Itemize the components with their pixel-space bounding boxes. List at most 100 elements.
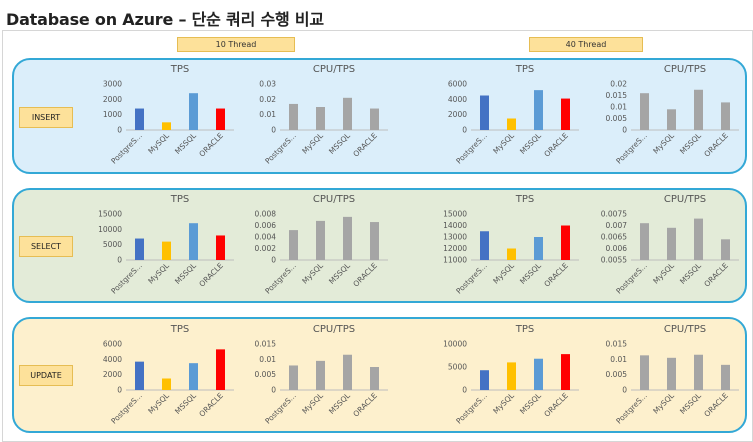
bar <box>370 108 379 130</box>
y-tick-label: 0.006 <box>255 221 277 230</box>
y-tick-label: 4000 <box>103 355 122 364</box>
y-tick-label: 0 <box>462 126 467 135</box>
chart-update-40-cputps: CPU/TPS 0 0.005 0.01 0.015 PostgreS... MySQL MS… <box>606 324 739 426</box>
bar <box>480 95 489 130</box>
x-tick-label: MySQL <box>146 260 171 285</box>
x-tick-label: ORACLE <box>702 391 730 419</box>
bar <box>216 235 225 260</box>
chart-insert-10-tps: TPS 0 1000 2000 3000 PostgreS... MySQL MSSQL ORA… <box>103 64 234 166</box>
x-tick-label: ORACLE <box>542 261 570 289</box>
y-tick-label: 14000 <box>443 221 467 230</box>
y-tick-label: 0.006 <box>606 244 628 253</box>
y-tick-label: 6000 <box>103 340 122 349</box>
y-tick-label: 0.002 <box>255 244 277 253</box>
y-tick-label: 0 <box>117 386 122 395</box>
x-tick-label: PostgreS... <box>454 391 489 426</box>
y-tick-label: 0.03 <box>259 80 276 89</box>
x-tick-label: MSSQL <box>173 260 198 285</box>
chart-title: CPU/TPS <box>664 194 706 205</box>
x-tick-label: MSSQL <box>327 390 352 415</box>
bar <box>370 222 379 260</box>
bar <box>135 238 144 260</box>
x-tick-label: ORACLE <box>702 261 730 289</box>
y-tick-label: 0.0065 <box>601 233 627 242</box>
x-tick-label: ORACLE <box>542 391 570 419</box>
bar <box>694 218 703 260</box>
row-label-insert: INSERT <box>19 107 73 128</box>
chart-title: CPU/TPS <box>313 324 355 335</box>
bar <box>640 223 649 260</box>
y-tick-label: 0 <box>271 126 276 135</box>
x-tick-label: ORACLE <box>351 131 379 159</box>
bar <box>640 93 649 130</box>
y-tick-label: 0.015 <box>606 340 628 349</box>
y-tick-label: 0.005 <box>606 370 628 379</box>
bar <box>189 93 198 130</box>
y-tick-label: 0.004 <box>255 233 277 242</box>
bar <box>162 378 171 390</box>
y-tick-label: 2000 <box>103 370 122 379</box>
x-tick-label: MySQL <box>491 390 516 415</box>
y-tick-label: 4000 <box>448 95 467 104</box>
panel-update <box>12 317 747 433</box>
x-tick-label: PostgreS... <box>454 261 489 296</box>
chart-title: CPU/TPS <box>664 64 706 75</box>
y-tick-label: 0 <box>622 386 627 395</box>
chart-select-40-cputps: CPU/TPS 0.0055 0.006 0.0065 0.007 0.0075 Postg… <box>601 194 739 296</box>
x-tick-label: MySQL <box>491 130 516 155</box>
chart-title: TPS <box>170 194 190 205</box>
bar <box>561 354 570 390</box>
y-tick-label: 0.02 <box>610 80 627 89</box>
chart-title: TPS <box>515 324 535 335</box>
y-tick-label: 0.015 <box>606 91 628 100</box>
bar <box>343 354 352 390</box>
bar <box>507 248 516 260</box>
chart-title: TPS <box>515 64 535 75</box>
x-tick-label: MSSQL <box>327 260 352 285</box>
bar <box>135 361 144 390</box>
panel-select <box>12 188 747 303</box>
bar <box>721 102 730 130</box>
bar <box>640 355 649 390</box>
bar <box>189 363 198 390</box>
bar <box>561 98 570 130</box>
chart-insert-40-cputps: CPU/TPS 0 0.005 0.01 0.015 0.02 PostgreS... MyS… <box>606 64 739 166</box>
x-tick-label: MySQL <box>300 130 325 155</box>
bar <box>316 360 325 390</box>
bar <box>162 241 171 260</box>
bar <box>534 358 543 390</box>
y-tick-label: 0 <box>271 256 276 265</box>
y-tick-label: 10000 <box>443 340 467 349</box>
x-tick-label: ORACLE <box>351 261 379 289</box>
y-tick-label: 2000 <box>448 110 467 119</box>
thread-label-10: 10 Thread <box>177 37 295 52</box>
y-tick-label: 5000 <box>103 240 122 249</box>
bar <box>343 216 352 260</box>
y-tick-label: 13000 <box>443 233 467 242</box>
x-tick-label: MySQL <box>491 260 516 285</box>
bar <box>534 237 543 260</box>
bar <box>561 225 570 260</box>
panel-insert <box>12 58 747 174</box>
x-tick-label: PostgreS... <box>454 131 489 166</box>
x-tick-label: MSSQL <box>518 130 543 155</box>
bar <box>216 349 225 390</box>
y-tick-label: 0.01 <box>259 355 276 364</box>
y-tick-label: 3000 <box>103 80 122 89</box>
x-tick-label: PostgreS... <box>263 261 298 296</box>
chart-insert-10-cputps: CPU/TPS 0 0.01 0.02 0.03 PostgreS... MySQL MSSQ… <box>259 64 388 166</box>
x-tick-label: MSSQL <box>327 130 352 155</box>
bar <box>289 103 298 130</box>
y-tick-label: 5000 <box>448 363 467 372</box>
bar <box>135 108 144 130</box>
bar <box>721 239 730 260</box>
bar <box>316 220 325 260</box>
x-tick-label: MSSQL <box>678 130 703 155</box>
y-tick-label: 1000 <box>103 110 122 119</box>
y-tick-label: 0.008 <box>255 210 277 219</box>
x-tick-label: PostgreS... <box>263 391 298 426</box>
x-tick-label: ORACLE <box>351 391 379 419</box>
chart-title: CPU/TPS <box>313 194 355 205</box>
y-tick-label: 0.01 <box>610 103 627 112</box>
